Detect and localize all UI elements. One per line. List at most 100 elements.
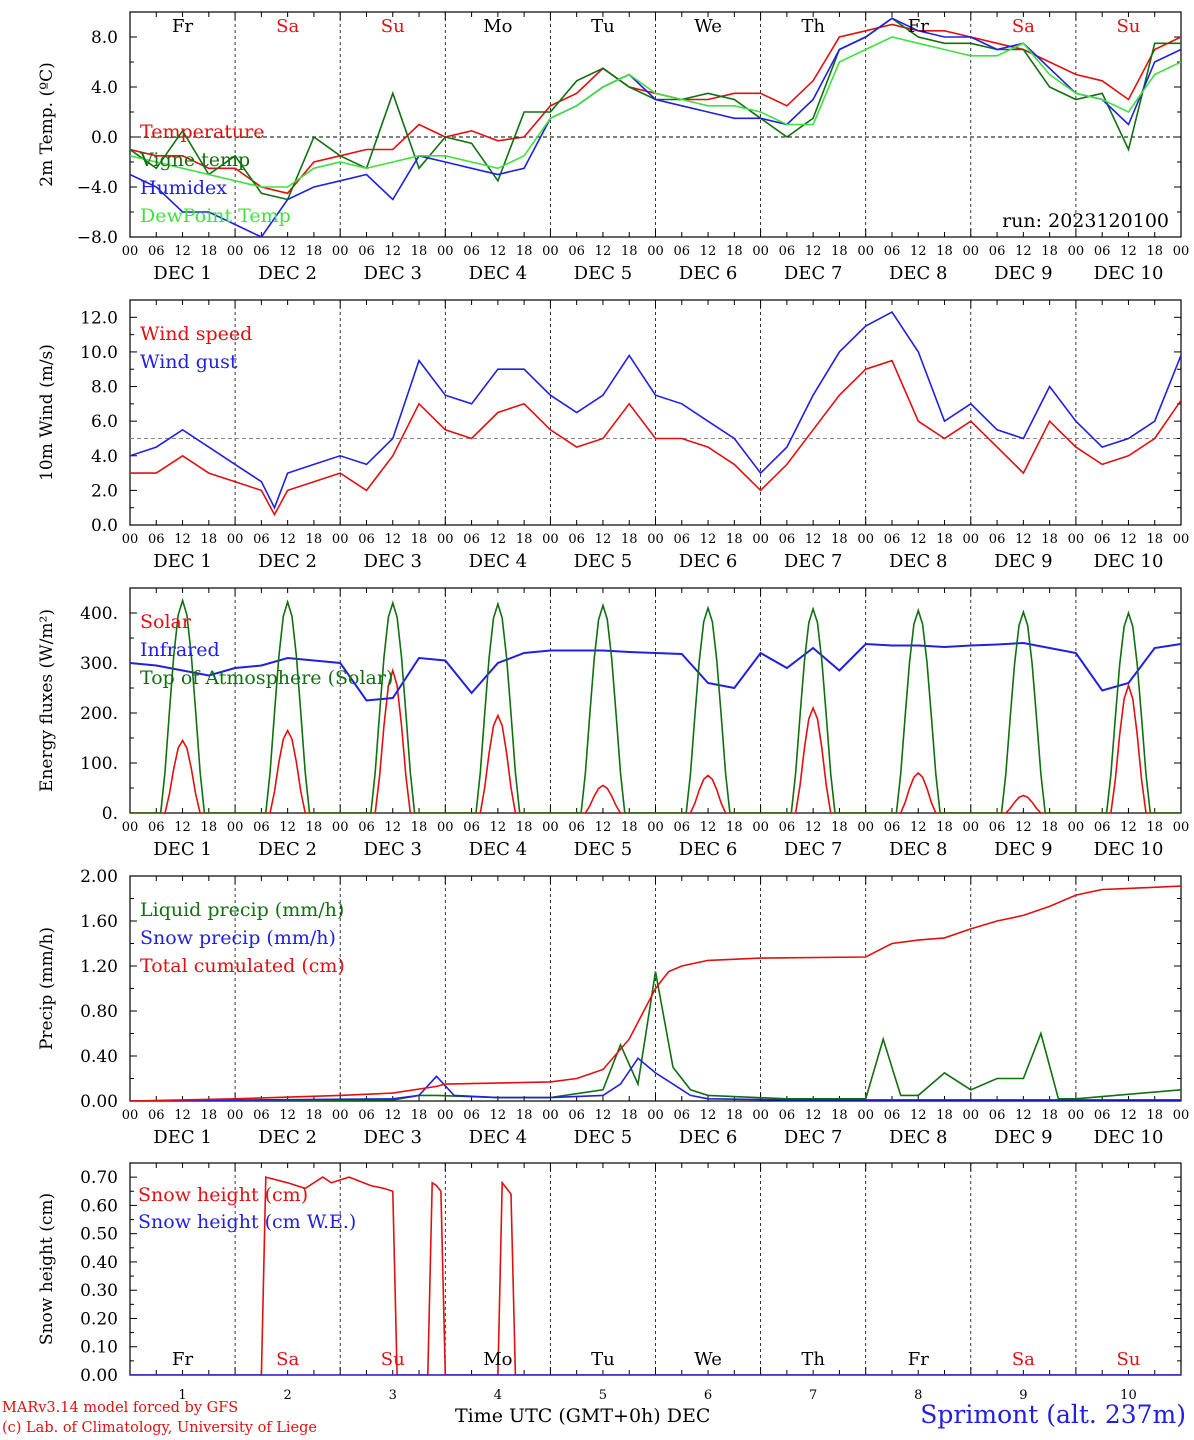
date-label: DEC 1 bbox=[153, 551, 212, 572]
hour-tick-label: 12 bbox=[384, 532, 401, 547]
panel-precip: 0.00 0.40 0.80 1.20 1.60 2.00 Precip (mm/h) Liq… bbox=[37, 867, 1189, 1148]
weekday-label: Mo bbox=[483, 16, 512, 37]
hour-tick-label: 12 bbox=[174, 244, 191, 259]
legend-entry: Solar bbox=[140, 611, 192, 633]
series-line-humidex bbox=[130, 17, 1181, 237]
hour-tick-label: 00 bbox=[1068, 1108, 1085, 1123]
y-tick-label: −4.0 bbox=[77, 178, 118, 198]
hour-tick-label: 06 bbox=[148, 532, 165, 547]
y-tick-label: 400. bbox=[80, 604, 118, 624]
y-tick-label: 4.0 bbox=[91, 447, 118, 467]
hour-tick-label: 06 bbox=[463, 820, 480, 835]
date-label: DEC 10 bbox=[1093, 263, 1163, 284]
hour-tick-label: 00 bbox=[752, 820, 769, 835]
series-group bbox=[130, 311, 1181, 517]
hour-tick-label: 00 bbox=[963, 244, 980, 259]
legend-entry: DewPoint Temp bbox=[140, 205, 291, 227]
weekday-label: Su bbox=[381, 1349, 405, 1370]
date-label: DEC 4 bbox=[469, 1127, 528, 1148]
date-label: DEC 2 bbox=[258, 1127, 317, 1148]
hour-tick-label: 00 bbox=[963, 532, 980, 547]
hour-tick-label: 12 bbox=[279, 532, 296, 547]
weekday-label: We bbox=[694, 1349, 722, 1370]
hour-tick-label: 12 bbox=[279, 1108, 296, 1123]
date-label: DEC 1 bbox=[153, 839, 212, 860]
hour-tick-label: 00 bbox=[542, 1108, 559, 1123]
hour-tick-label: 00 bbox=[122, 532, 139, 547]
hour-tick-label: 06 bbox=[1094, 244, 1111, 259]
date-label: DEC 5 bbox=[574, 1127, 633, 1148]
hour-tick-label: 00 bbox=[647, 532, 664, 547]
panel-flux: 0. 100. 200. 300. 400. Energy fluxes (W/m²) So… bbox=[37, 587, 1190, 860]
y-tick-label: 2.00 bbox=[80, 867, 118, 887]
y-tick-label: 200. bbox=[80, 704, 118, 724]
hour-tick-label: 12 bbox=[805, 532, 822, 547]
panel-snow: 0.00 0.10 0.20 0.30 0.40 0.50 0.60 0.70 Snow hei… bbox=[37, 1162, 1182, 1403]
y-tick-label: 12.0 bbox=[80, 308, 118, 328]
series-line-infrared bbox=[130, 641, 1181, 702]
hour-tick-label: 06 bbox=[779, 1108, 796, 1123]
date-label: DEC 4 bbox=[469, 839, 528, 860]
series-group bbox=[130, 885, 1181, 1101]
hour-tick-label: 12 bbox=[384, 244, 401, 259]
hour-tick-label: 06 bbox=[358, 532, 375, 547]
x-axis-title: Time UTC (GMT+0h) DEC bbox=[455, 1405, 710, 1427]
day-number-label: 6 bbox=[704, 1388, 712, 1403]
hour-tick-label: 06 bbox=[884, 532, 901, 547]
hour-tick-label: 18 bbox=[621, 532, 638, 547]
hour-tick-label: 06 bbox=[1094, 532, 1111, 547]
weekday-label: Fr bbox=[172, 1349, 193, 1370]
hour-tick-label: 00 bbox=[542, 244, 559, 259]
hour-tick-label: 12 bbox=[174, 820, 191, 835]
hour-tick-label: 18 bbox=[831, 244, 848, 259]
y-tick-label: 4.0 bbox=[91, 78, 118, 98]
day-number-label: 7 bbox=[809, 1388, 817, 1403]
date-label: DEC 5 bbox=[574, 551, 633, 572]
hour-tick-label: 06 bbox=[148, 820, 165, 835]
hour-tick-label: 12 bbox=[595, 244, 612, 259]
date-label: DEC 9 bbox=[994, 551, 1053, 572]
date-label: DEC 9 bbox=[994, 839, 1053, 860]
date-label: DEC 7 bbox=[784, 263, 843, 284]
series-line-wind-speed bbox=[130, 359, 1181, 517]
hour-tick-label: 00 bbox=[647, 820, 664, 835]
y-tick-label: 10.0 bbox=[80, 343, 118, 363]
hour-tick-label: 06 bbox=[463, 1108, 480, 1123]
hour-tick-label: 00 bbox=[857, 532, 874, 547]
hour-tick-label: 00 bbox=[227, 820, 244, 835]
date-label: DEC 7 bbox=[784, 551, 843, 572]
hour-tick-label: 00 bbox=[1068, 820, 1085, 835]
hour-tick-label: 18 bbox=[1041, 244, 1058, 259]
hour-tick-label: 00 bbox=[122, 1108, 139, 1123]
hour-tick-label: 12 bbox=[595, 532, 612, 547]
hour-tick-label: 12 bbox=[910, 1108, 927, 1123]
y-tick-label: 0.80 bbox=[80, 1002, 118, 1022]
hour-tick-label: 18 bbox=[306, 532, 323, 547]
hour-tick-label: 12 bbox=[1015, 532, 1032, 547]
date-label: DEC 3 bbox=[363, 839, 422, 860]
hour-tick-label: 18 bbox=[201, 1108, 218, 1123]
hour-tick-label: 18 bbox=[1146, 1108, 1163, 1123]
hour-tick-label: 12 bbox=[1120, 820, 1137, 835]
hour-tick-label: 18 bbox=[411, 820, 428, 835]
y-axis-label: 10m Wind (m/s) bbox=[37, 344, 57, 481]
hour-tick-label: 06 bbox=[148, 244, 165, 259]
hour-tick-label: 12 bbox=[1015, 820, 1032, 835]
hour-tick-label: 18 bbox=[411, 532, 428, 547]
legend-entry: Snow height (cm W.E.) bbox=[138, 1211, 356, 1233]
hour-tick-label: 00 bbox=[122, 820, 139, 835]
series-line-top-of-atmosphere-solar bbox=[130, 597, 1181, 813]
hour-tick-label: 06 bbox=[253, 1108, 270, 1123]
hour-tick-label: 12 bbox=[805, 244, 822, 259]
hour-tick-label: 00 bbox=[1173, 820, 1190, 835]
date-label: DEC 5 bbox=[574, 839, 633, 860]
date-label: DEC 8 bbox=[889, 263, 948, 284]
hour-tick-label: 00 bbox=[857, 244, 874, 259]
hour-tick-label: 12 bbox=[490, 1108, 507, 1123]
panel-frame bbox=[129, 587, 1182, 814]
hour-tick-label: 06 bbox=[253, 820, 270, 835]
hour-tick-label: 00 bbox=[332, 532, 349, 547]
legend-entry: Total cumulated (cm) bbox=[140, 955, 345, 977]
date-label: DEC 6 bbox=[679, 263, 738, 284]
hour-tick-label: 00 bbox=[122, 244, 139, 259]
